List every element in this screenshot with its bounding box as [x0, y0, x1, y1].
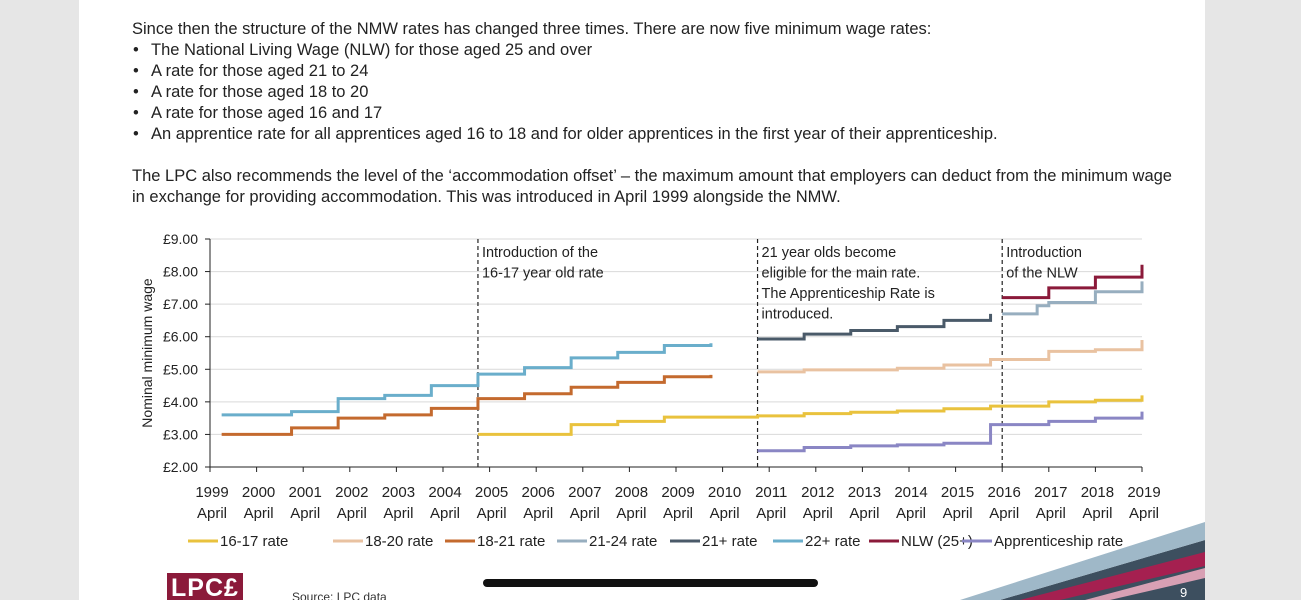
y-tick-label: £6.00 [163, 329, 198, 345]
x-tick-sublabel: April [943, 505, 973, 522]
annotation-text: 21 year olds become [762, 245, 897, 261]
x-tick-sublabel: April [244, 505, 274, 522]
x-tick-sublabel: April [570, 505, 600, 522]
legend-label: 16-17 rate [220, 533, 288, 550]
x-tick-sublabel: April [663, 505, 693, 522]
x-tick-sublabel: April [337, 505, 367, 522]
annotation-text: 16-17 year old rate [482, 266, 604, 282]
x-tick-label: 2001 [289, 484, 322, 501]
legend-label: NLW (25+) [901, 533, 973, 550]
x-tick-label: 2008 [615, 484, 648, 501]
series-line-nlw [1002, 264, 1144, 300]
bullet-item: A rate for those aged 16 and 17 [132, 103, 1182, 124]
annotation-text: Introduction of the [482, 245, 598, 261]
x-tick-sublabel: April [616, 505, 646, 522]
bullet-item: A rate for those aged 18 to 20 [132, 82, 1182, 103]
x-tick-sublabel: April [896, 505, 926, 522]
bullet-item: An apprentice rate for all apprentices a… [132, 124, 1182, 145]
rates-bullet-list: The National Living Wage (NLW) for those… [132, 40, 1182, 145]
home-indicator-bar[interactable] [483, 579, 818, 587]
x-tick-sublabel: April [290, 505, 320, 522]
x-tick-sublabel: April [710, 505, 740, 522]
x-tick-label: 2016 [988, 484, 1021, 501]
series-line-16-17 [477, 395, 1144, 436]
x-tick-sublabel: April [849, 505, 879, 522]
x-tick-label: 2012 [801, 484, 834, 501]
legend-label: 22+ rate [805, 533, 860, 550]
x-tick-sublabel: April [1129, 505, 1159, 522]
x-tick-sublabel: April [430, 505, 460, 522]
y-tick-label: £4.00 [163, 394, 198, 410]
x-tick-sublabel: April [989, 505, 1019, 522]
body-text: Since then the structure of the NMW rate… [132, 19, 1182, 208]
x-tick-sublabel: April [1036, 505, 1066, 522]
stripe-blue [960, 522, 1205, 600]
series-line-18-21 [221, 374, 713, 436]
x-tick-sublabel: April [477, 505, 507, 522]
x-tick-label: 2005 [475, 484, 508, 501]
x-tick-sublabel: April [383, 505, 413, 522]
logo-text: LPC£ [171, 574, 239, 600]
y-tick-label: £9.00 [163, 231, 198, 247]
y-tick-label: £5.00 [163, 361, 198, 377]
report-page: Since then the structure of the NMW rate… [79, 0, 1205, 600]
x-tick-label: 2018 [1081, 484, 1114, 501]
corner-stripes-decoration [960, 522, 1205, 600]
bullet-item: The National Living Wage (NLW) for those… [132, 40, 1182, 61]
legend-label: 21-24 rate [589, 533, 657, 550]
stripe-red [1020, 552, 1205, 600]
x-tick-label: 2003 [382, 484, 415, 501]
x-tick-label: 2011 [755, 484, 787, 501]
source-note: Source: LPC data [292, 590, 387, 600]
x-tick-label: 2014 [894, 484, 927, 501]
x-tick-sublabel: April [803, 505, 833, 522]
x-tick-sublabel: April [756, 505, 786, 522]
lpc-logo: LPC£ [167, 573, 243, 600]
y-tick-label: £2.00 [163, 459, 198, 475]
annotation-text: introduced. [762, 307, 834, 323]
series-line-18-20 [757, 339, 1144, 374]
x-tick-label: 2017 [1034, 484, 1067, 501]
series-line-21plus [757, 313, 993, 341]
series-line-22plus [221, 343, 713, 417]
series-line-apprenticeship [757, 411, 1144, 453]
legend-label: 18-20 rate [365, 533, 433, 550]
legend-label: 18-21 rate [477, 533, 545, 550]
x-tick-label: 2015 [941, 484, 974, 501]
paragraph-rates: Since then the structure of the NMW rate… [132, 20, 932, 38]
x-tick-label: 2013 [848, 484, 881, 501]
x-tick-label: 2004 [428, 484, 461, 501]
annotation-text: The Apprenticeship Rate is [762, 286, 935, 302]
x-tick-label: 2007 [568, 484, 601, 501]
x-tick-label: 2006 [522, 484, 555, 501]
page-number: 9 [1180, 585, 1188, 600]
y-axis-title: Nominal minimum wage [139, 278, 155, 428]
y-tick-label: £8.00 [163, 264, 198, 280]
y-tick-label: £7.00 [163, 296, 198, 312]
x-tick-label: 1999 [195, 484, 228, 501]
stripe-pink [1085, 568, 1205, 600]
annotation-text: Introduction [1006, 245, 1082, 261]
annotation-text: eligible for the main rate. [762, 266, 921, 282]
x-tick-sublabel: April [1082, 505, 1112, 522]
paragraph-accommodation-offset: The LPC also recommends the level of the… [132, 167, 1172, 206]
legend-label: Apprenticeship rate [994, 533, 1123, 550]
x-tick-sublabel: April [523, 505, 553, 522]
x-tick-label: 2019 [1127, 484, 1160, 501]
y-tick-label: £3.00 [163, 426, 198, 442]
series-line-21-24 [1002, 281, 1144, 316]
x-tick-label: 2009 [661, 484, 694, 501]
legend-label: 21+ rate [702, 533, 757, 550]
x-tick-label: 2000 [242, 484, 275, 501]
x-tick-sublabel: April [197, 505, 227, 522]
bullet-item: A rate for those aged 21 to 24 [132, 61, 1182, 82]
annotation-text: of the NLW [1006, 266, 1078, 282]
x-tick-label: 2010 [708, 484, 741, 501]
x-tick-label: 2002 [335, 484, 368, 501]
